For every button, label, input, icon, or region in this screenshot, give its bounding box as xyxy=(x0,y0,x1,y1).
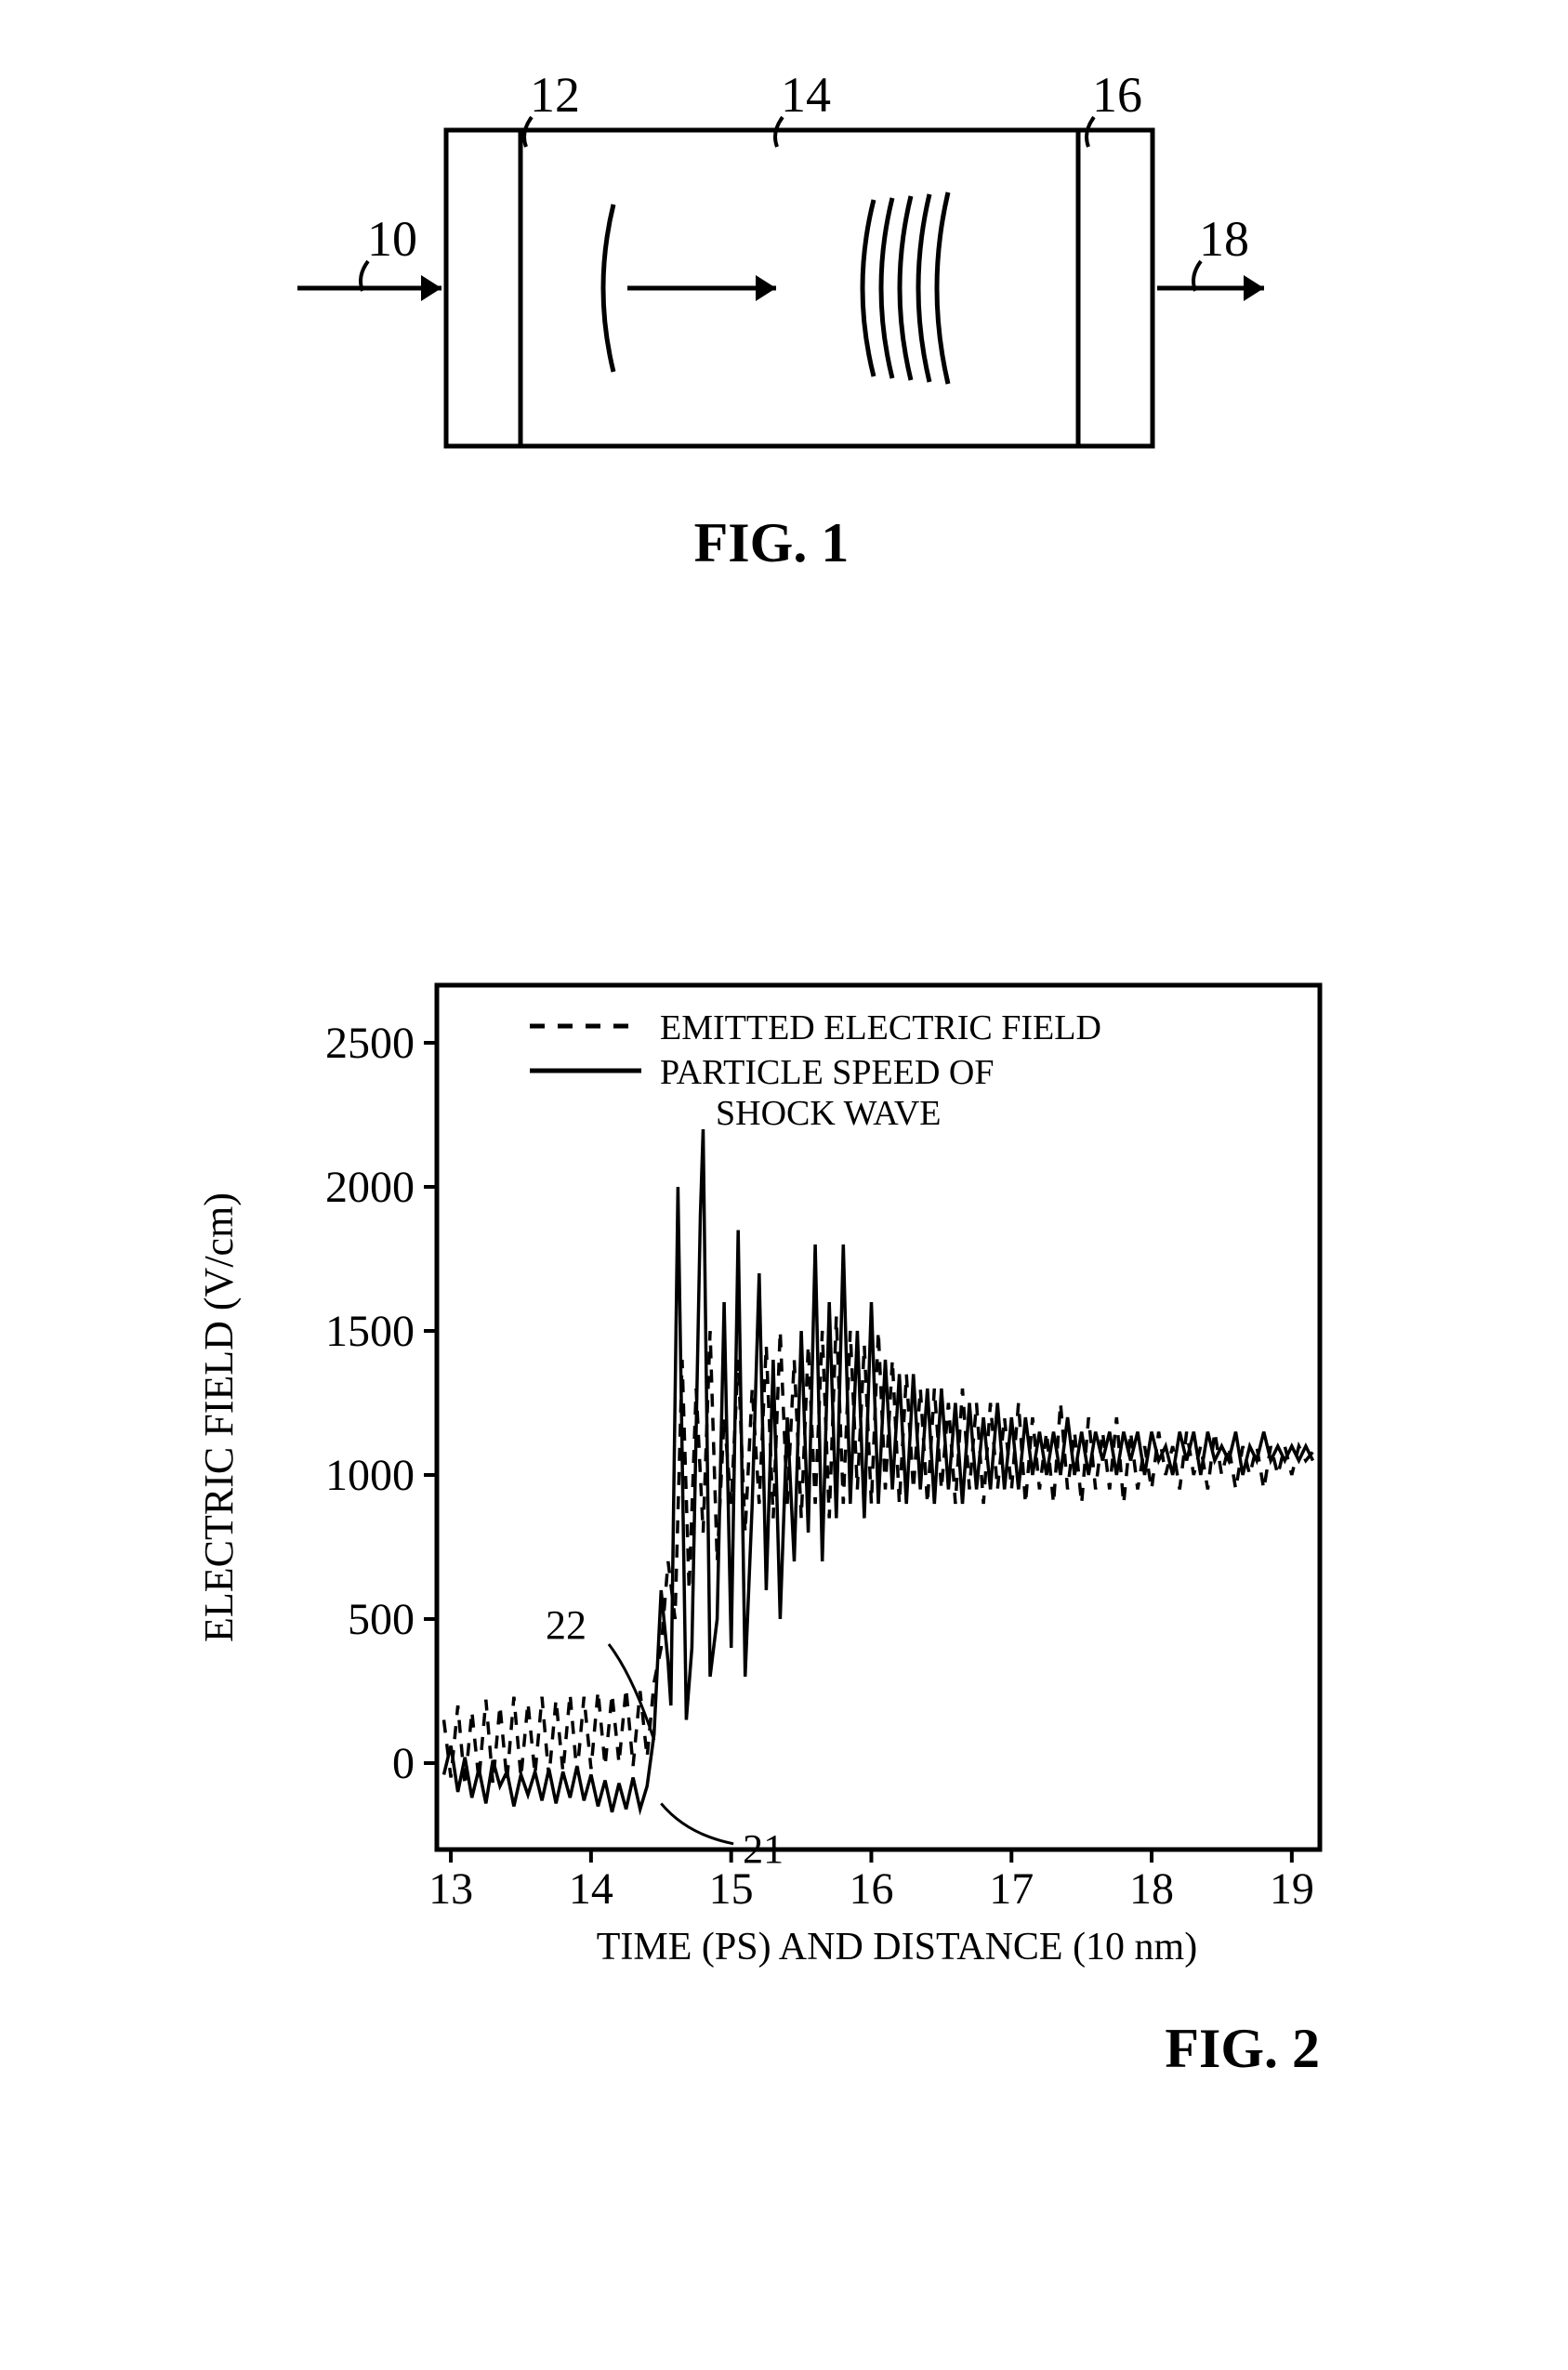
fig2-chart: 0 500 1000 1500 2000 2500 13 14 15 16 17 18 19 ELECTR… xyxy=(167,929,1376,2017)
svg-text:15: 15 xyxy=(709,1864,754,1914)
fig2-caption: FIG. 2 xyxy=(167,2017,1320,2081)
svg-text:2000: 2000 xyxy=(325,1163,415,1212)
svg-text:14: 14 xyxy=(569,1864,613,1914)
svg-text:1000: 1000 xyxy=(325,1451,415,1500)
svg-text:18: 18 xyxy=(1199,211,1249,267)
fig2: 0 500 1000 1500 2000 2500 13 14 15 16 17 18 19 ELECTR… xyxy=(167,929,1376,2138)
fig1-caption: FIG. 1 xyxy=(260,511,1283,575)
fig1-diagram: 10 12 14 16 18 xyxy=(260,74,1283,511)
svg-text:21: 21 xyxy=(743,1826,784,1872)
svg-text:18: 18 xyxy=(1129,1864,1174,1914)
svg-text:12: 12 xyxy=(530,74,580,123)
svg-text:2500: 2500 xyxy=(325,1019,415,1068)
svg-text:500: 500 xyxy=(348,1595,415,1644)
svg-text:14: 14 xyxy=(781,74,831,123)
svg-text:16: 16 xyxy=(1092,74,1142,123)
svg-text:10: 10 xyxy=(367,211,417,267)
svg-text:SHOCK WAVE: SHOCK WAVE xyxy=(716,1094,941,1133)
svg-text:13: 13 xyxy=(428,1864,473,1914)
page: 10 12 14 16 18 FIG. 1 0 500 1000 1500 2000 2500 13… xyxy=(0,0,1568,2370)
svg-text:0: 0 xyxy=(392,1739,415,1788)
svg-text:17: 17 xyxy=(989,1864,1034,1914)
fig1: 10 12 14 16 18 FIG. 1 xyxy=(260,74,1283,586)
svg-text:22: 22 xyxy=(546,1602,586,1648)
svg-text:1500: 1500 xyxy=(325,1307,415,1356)
svg-text:EMITTED ELECTRIC FIELD: EMITTED ELECTRIC FIELD xyxy=(660,1008,1101,1047)
svg-text:19: 19 xyxy=(1270,1864,1314,1914)
svg-text:ELECTRIC FIELD (V/cm): ELECTRIC FIELD (V/cm) xyxy=(196,1192,242,1642)
svg-text:16: 16 xyxy=(849,1864,893,1914)
svg-text:TIME (PS) AND DISTANCE (10 nm): TIME (PS) AND DISTANCE (10 nm) xyxy=(597,1926,1197,1968)
svg-text:PARTICLE SPEED OF: PARTICLE SPEED OF xyxy=(660,1053,995,1092)
